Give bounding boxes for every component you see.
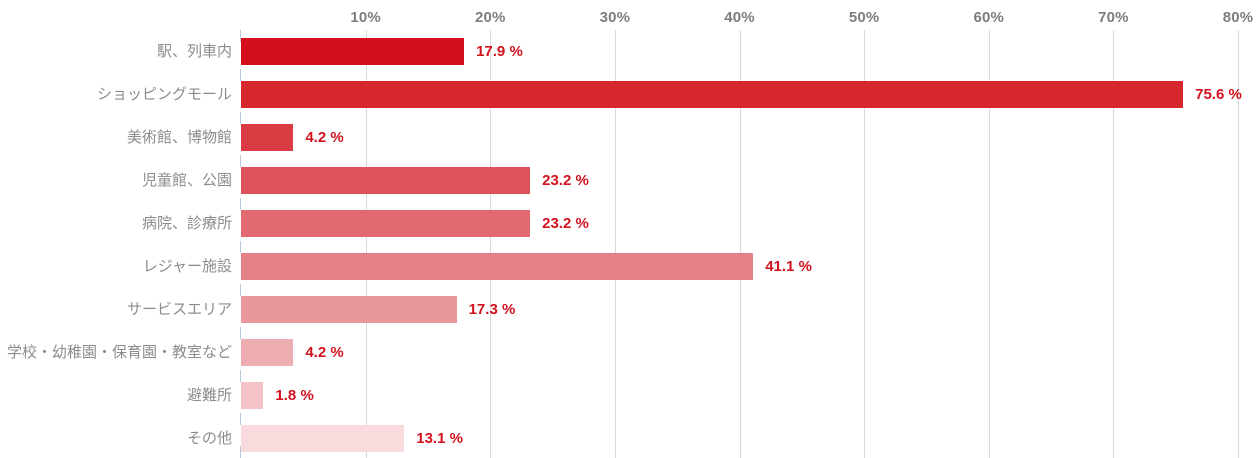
value-label: 75.6 % [1195,86,1242,103]
value-label: 4.2 % [305,129,344,146]
gridline-40% [739,30,741,458]
x-axis-tick-label: 30% [599,9,631,26]
category-axis-tick [240,370,241,382]
x-axis-tick-label: 60% [973,9,1005,26]
gridline-50% [864,30,866,458]
bar-8 [241,339,294,366]
category-axis-tick [240,198,241,210]
value-label: 23.2 % [542,172,589,189]
x-axis-tick-label: 40% [724,9,755,26]
category-axis-tick [240,241,241,253]
category-label: 学校・幼稚園・保育園・教室など [6,344,232,361]
category-label: ショッピングモール [96,86,232,103]
x-axis-tick-label: 50% [848,9,880,26]
gridline-10% [365,30,367,458]
category-label: 児童館、公園 [141,172,232,189]
category-label: 避難所 [186,387,232,404]
category-axis-tick [240,413,241,425]
value-label: 17.9 % [476,43,523,60]
value-label: 1.8 % [275,387,314,404]
category-axis-tick [240,446,241,458]
value-label: 23.2 % [542,215,589,232]
value-label: 41.1 % [765,258,812,275]
gridline-80% [1238,30,1239,458]
category-label: 駅、列車内 [156,43,232,60]
bar-10 [241,425,405,452]
bar-2 [241,81,1184,108]
x-axis-tick-label: 80% [1222,9,1254,26]
gridline-20% [490,30,492,458]
category-axis-tick [240,284,241,296]
bar-6 [241,253,754,280]
category-label: サービスエリア [126,301,232,318]
bar-9 [241,382,264,409]
category-axis-tick [240,155,241,167]
gridline-60% [988,30,990,458]
bar-5 [241,210,531,237]
category-label: その他 [186,430,232,447]
category-axis-tick [240,69,241,81]
x-axis-tick-label: 10% [350,9,381,26]
bar-4 [241,167,531,194]
bar-7 [241,296,457,323]
x-axis-tick-label: 70% [1098,9,1129,26]
value-label: 13.1 % [416,430,463,447]
gridline-30% [614,30,616,458]
bar-1 [241,38,465,65]
category-axis-tick [240,112,241,124]
value-label: 17.3 % [468,301,516,318]
category-label: 美術館、博物館 [126,129,232,146]
plot-area: 17.9 % 75.6 % 4.2 % 23.2 % 23.2 % 41.1 % 17.3 … [240,30,1242,458]
bar-3 [241,124,294,151]
x-axis-tick-label: 20% [474,9,506,26]
category-axis-tick [240,327,241,339]
gridline-70% [1113,30,1115,458]
value-label: 4.2 % [305,344,344,361]
category-label: レジャー施設 [142,258,232,275]
category-label: 病院、診療所 [141,215,232,232]
category-axis-tick [240,30,241,42]
